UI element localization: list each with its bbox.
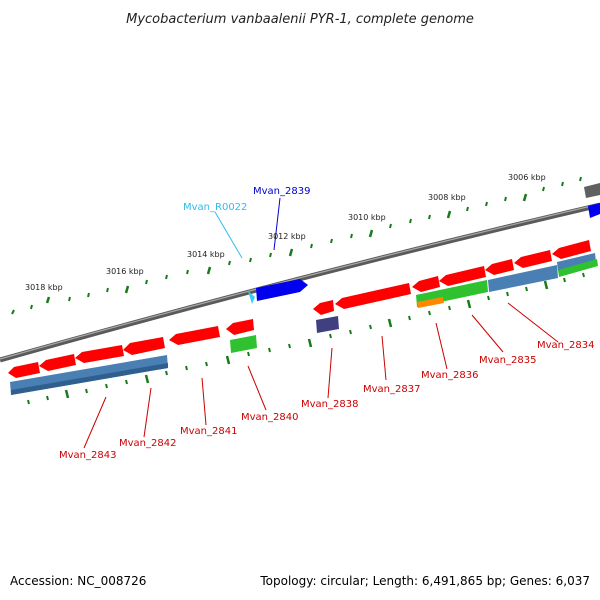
ruler-labels: 3006 kbp 3008 kbp 3010 kbp 3012 kbp 3014…	[25, 173, 546, 292]
gene-red-07[interactable]	[313, 300, 334, 315]
ruler-label-3014: 3014 kbp	[187, 250, 225, 259]
label-mvan-2836[interactable]: Mvan_2836	[421, 370, 478, 381]
gene-mvan-2839[interactable]	[256, 279, 308, 301]
gene-top-right-gray[interactable]	[584, 183, 600, 198]
gene-red-06[interactable]	[226, 319, 254, 335]
feature-green-2840[interactable]	[230, 335, 257, 353]
gene-red-08[interactable]	[335, 283, 411, 309]
label-mvan-2842[interactable]: Mvan_2842	[119, 438, 176, 449]
ruler-label-3016: 3016 kbp	[106, 267, 144, 276]
label-mvan-2838[interactable]: Mvan_2838	[301, 399, 358, 410]
label-mvan-2843[interactable]: Mvan_2843	[59, 450, 116, 461]
outer-ruler	[11, 176, 582, 315]
gene-red-10[interactable]	[439, 266, 486, 286]
label-mvan-2839[interactable]: Mvan_2839	[253, 186, 310, 197]
feature-steel-2835[interactable]	[488, 265, 558, 292]
gene-red-02[interactable]	[39, 354, 76, 371]
gene-red-01[interactable]	[8, 362, 40, 378]
label-mvan-2837[interactable]: Mvan_2837	[363, 384, 420, 395]
feature-purple-2838[interactable]	[316, 316, 339, 333]
ruler-label-3012: 3012 kbp	[268, 232, 306, 241]
gene-mvan-r0022-arrow[interactable]	[248, 291, 255, 304]
forward-genes	[248, 183, 600, 304]
accession-text: Accession: NC_008726	[10, 574, 147, 588]
genome-backbone-highlight	[0, 203, 600, 360]
feature-bars	[10, 253, 598, 395]
gene-labels: Mvan_2839 Mvan_R0022 Mvan_2834 Mvan_2835…	[59, 186, 594, 461]
callout-lines	[83, 197, 559, 449]
ruler-label-3008: 3008 kbp	[428, 193, 466, 202]
feature-green-2834[interactable]	[558, 259, 598, 277]
map-title: Mycobacterium vanbaalenii PYR-1, complet…	[126, 12, 474, 27]
gene-red-09[interactable]	[412, 276, 440, 292]
reverse-genes	[8, 240, 591, 378]
label-mvan-r0022[interactable]: Mvan_R0022	[183, 202, 247, 213]
label-mvan-2835[interactable]: Mvan_2835	[479, 355, 536, 366]
ruler-label-3006: 3006 kbp	[508, 173, 546, 182]
feature-steel-left-shade	[11, 363, 168, 395]
genome-summary-text: Topology: circular; Length: 6,491,865 bp…	[260, 574, 590, 588]
ruler-label-3010: 3010 kbp	[348, 213, 386, 222]
gene-top-right-blue[interactable]	[588, 203, 600, 218]
feature-orange-2836[interactable]	[417, 297, 444, 308]
gene-red-05[interactable]	[169, 326, 220, 345]
inner-ruler	[27, 272, 585, 405]
gene-red-11[interactable]	[485, 259, 514, 275]
gene-red-03[interactable]	[75, 345, 124, 363]
gene-red-12[interactable]	[514, 250, 552, 268]
label-mvan-2841[interactable]: Mvan_2841	[180, 426, 237, 437]
ruler-label-3018: 3018 kbp	[25, 283, 63, 292]
genome-backbone	[0, 202, 600, 363]
label-mvan-2834[interactable]: Mvan_2834	[537, 340, 594, 351]
gene-red-13[interactable]	[552, 240, 591, 259]
feature-steel-2834[interactable]	[557, 253, 596, 271]
gene-red-04[interactable]	[123, 337, 165, 355]
label-mvan-2840[interactable]: Mvan_2840	[241, 412, 298, 423]
